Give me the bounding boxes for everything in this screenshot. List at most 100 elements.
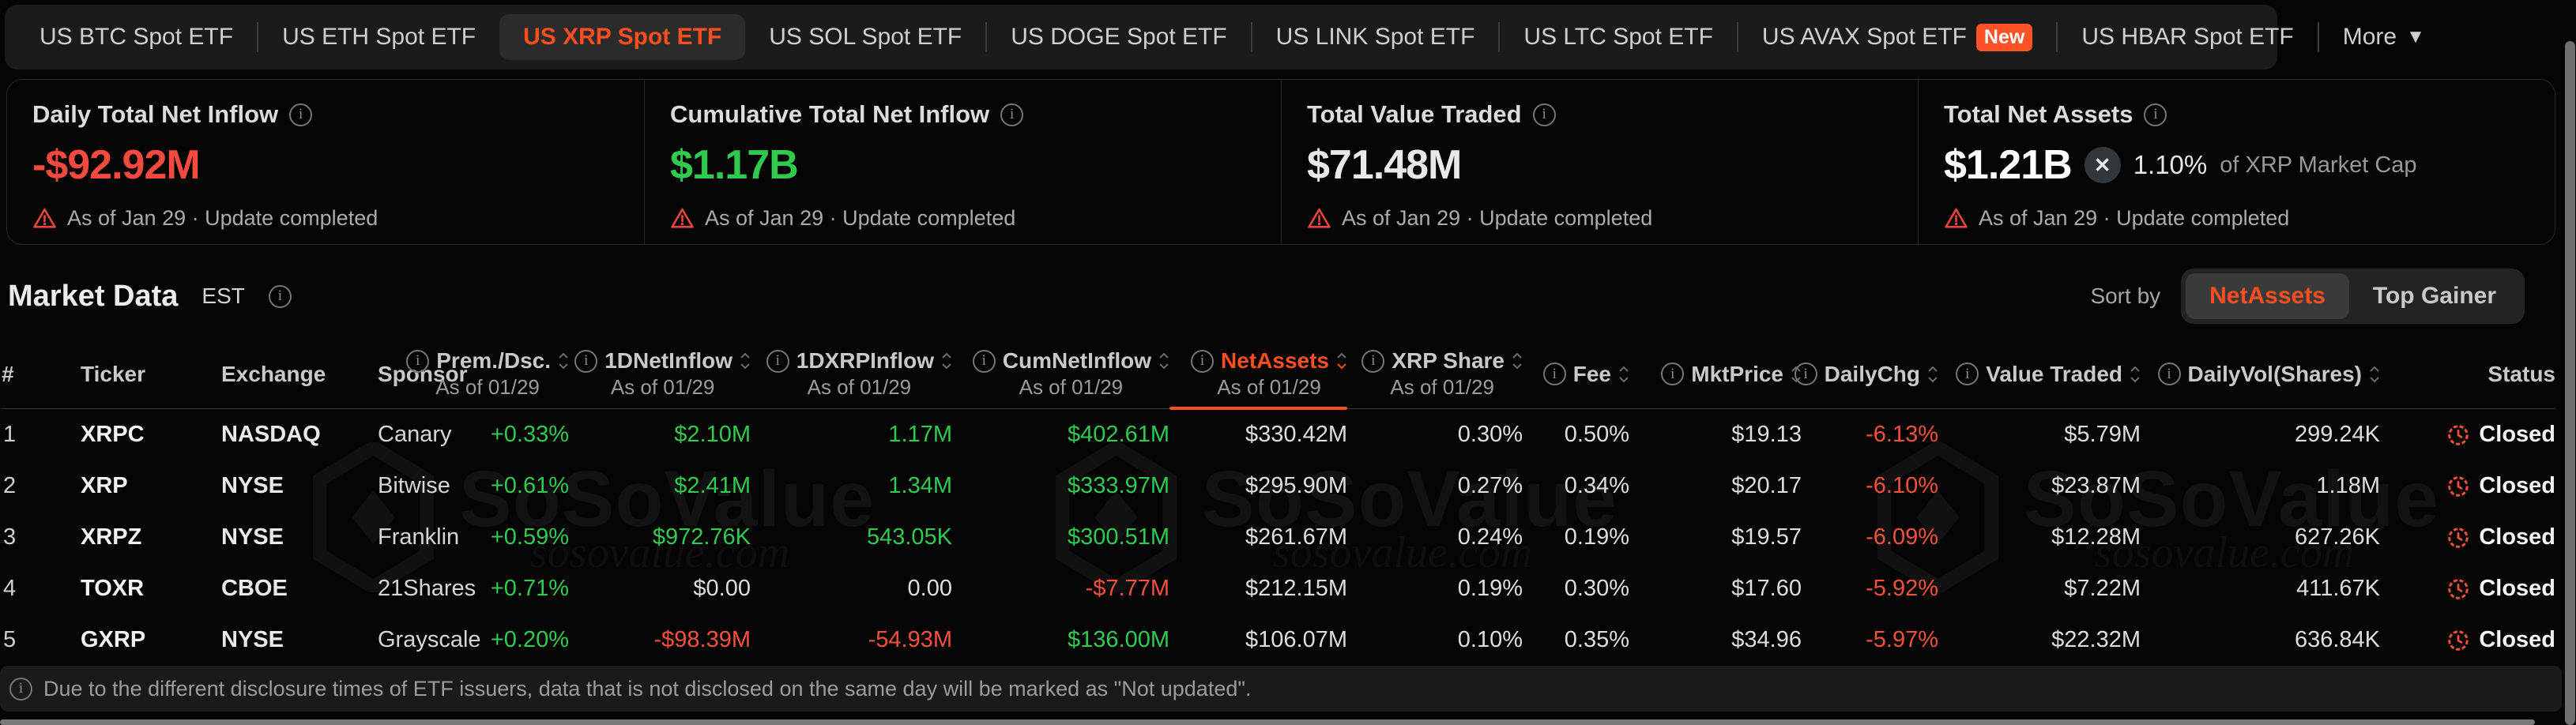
column-header-netassets[interactable]: i NetAssets As of 01/29 — [1169, 348, 1347, 400]
column-header-valuetraded[interactable]: i Value Traded — [1938, 362, 2141, 387]
info-icon[interactable]: i — [1191, 349, 1215, 373]
info-icon[interactable]: i — [1661, 362, 1685, 385]
xrpshare-cell: 0.27% — [1457, 473, 1523, 498]
netassets-cell: $106.07M — [1245, 627, 1347, 652]
row-index: 3 — [3, 524, 17, 550]
column-header-mktprice[interactable]: i MktPrice — [1629, 362, 1802, 387]
info-icon[interactable]: i — [268, 284, 292, 308]
fee-cell: 0.34% — [1564, 473, 1629, 498]
fee-cell: 0.19% — [1564, 524, 1629, 550]
status-cell: Closed — [2380, 422, 2555, 448]
exchange-cell: NYSE — [221, 627, 284, 652]
info-icon[interactable]: i — [1794, 362, 1817, 385]
table-row[interactable]: 4 TOXR CBOE 21Shares +0.71% $0.00 0.00 -… — [2, 563, 2555, 614]
info-icon[interactable]: i — [574, 349, 598, 373]
column-header-1dxrpinflow[interactable]: i 1DXRPInflow As of 01/29 — [751, 348, 952, 400]
sort-chevrons-icon — [1928, 366, 1938, 382]
dailychg-cell: -5.92% — [1866, 576, 1938, 601]
tab-us-doge-spot-etf[interactable]: US DOGE Spot ETF — [987, 14, 1250, 60]
exchange-cell: NYSE — [221, 524, 284, 550]
tab-label: US ETH Spot ETF — [282, 24, 476, 50]
valuetraded-cell: $7.22M — [2064, 576, 2141, 601]
card-title: Total Net Assets — [1944, 100, 2133, 128]
warning-icon — [1945, 208, 1968, 228]
column-header-cumnetinflow[interactable]: i CumNetInflow As of 01/29 — [952, 348, 1169, 400]
fee-cell: 0.30% — [1564, 576, 1629, 601]
column-header-1dnetinflow[interactable]: i 1DNetInflow As of 01/29 — [569, 348, 751, 400]
ticker-cell[interactable]: XRPC — [81, 422, 145, 447]
netassets-cell: $295.90M — [1245, 473, 1347, 498]
card-status-text: As of Jan 29 · Update completed — [67, 206, 378, 230]
tab-us-sol-spot-etf[interactable]: US SOL Spot ETF — [745, 14, 985, 60]
tab-us-xrp-spot-etf[interactable]: US XRP Spot ETF — [499, 14, 746, 60]
cumnetinflow-cell: $333.97M — [1068, 473, 1169, 498]
horizontal-scrollbar[interactable] — [0, 719, 2535, 725]
info-icon[interactable]: i — [1361, 349, 1385, 373]
ticker-cell[interactable]: GXRP — [81, 627, 146, 652]
row-index: 1 — [3, 422, 17, 447]
info-icon[interactable]: i — [1000, 103, 1024, 126]
mktprice-cell: $19.13 — [1731, 422, 1802, 447]
card-status-text: As of Jan 29 · Update completed — [1979, 206, 2290, 230]
tab-us-eth-spot-etf[interactable]: US ETH Spot ETF — [258, 14, 499, 60]
tab-divider — [1736, 22, 1738, 52]
dailyvol-cell: 627.26K — [2294, 524, 2380, 550]
info-icon[interactable]: i — [2144, 103, 2167, 126]
info-icon: i — [9, 677, 32, 701]
ticker-cell[interactable]: XRPZ — [81, 524, 142, 550]
premdsc-cell: +0.59% — [490, 524, 569, 550]
valuetraded-cell: $12.28M — [2051, 524, 2141, 550]
card-status-text: As of Jan 29 · Update completed — [705, 206, 1016, 230]
info-icon[interactable]: i — [1542, 362, 1566, 385]
dailychg-cell: -6.10% — [1866, 473, 1938, 498]
column-header-dailychg[interactable]: i DailyChg — [1794, 362, 1938, 387]
info-icon[interactable]: i — [1532, 103, 1556, 126]
ticker-cell[interactable]: TOXR — [81, 576, 145, 601]
exchange-cell: NASDAQ — [221, 422, 321, 447]
card-daily-total-net-inflow: Daily Total Net Inflow i -$92.92M As of … — [7, 80, 644, 244]
table-row[interactable]: 5 GXRP NYSE Grayscale +0.20% -$98.39M -5… — [2, 614, 2555, 666]
column-header-xrpshare[interactable]: i XRP Share As of 01/29 — [1347, 348, 1523, 400]
tab-divider — [2056, 22, 2058, 52]
info-icon[interactable]: i — [406, 349, 430, 373]
ticker-cell[interactable]: XRP — [81, 473, 128, 498]
sort-option-netassets[interactable]: NetAssets — [2186, 273, 2349, 319]
premdsc-cell: +0.71% — [490, 576, 569, 601]
info-icon[interactable]: i — [289, 103, 313, 126]
column-header-fee[interactable]: i Fee — [1523, 362, 1629, 387]
tab-label: US XRP Spot ETF — [523, 24, 722, 50]
info-icon[interactable]: i — [1956, 362, 1979, 385]
sort-option-top-gainer[interactable]: Top Gainer — [2372, 283, 2496, 309]
table-row[interactable]: 3 XRPZ NYSE Franklin +0.59% $972.76K 543… — [2, 512, 2555, 563]
tab-divider — [1498, 22, 1501, 52]
1dnetinflow-cell: $0.00 — [693, 576, 751, 601]
tab-us-avax-spot-etf[interactable]: US AVAX Spot ETF New — [1738, 14, 2056, 60]
card-total-value-traded: Total Value Traded i $71.48M As of Jan 2… — [1281, 80, 1918, 244]
info-icon[interactable]: i — [972, 349, 996, 373]
1dnetinflow-cell: $972.76K — [652, 524, 751, 550]
tab-us-btc-spot-etf[interactable]: US BTC Spot ETF — [16, 14, 257, 60]
column-header-dailyvol[interactable]: i DailyVol(Shares) — [2141, 362, 2380, 387]
xrp-logo-icon[interactable]: ✕ — [2084, 147, 2121, 183]
tab-us-link-spot-etf[interactable]: US LINK Spot ETF — [1252, 14, 1499, 60]
table-row[interactable]: 2 XRP NYSE Bitwise +0.61% $2.41M 1.34M $… — [2, 460, 2555, 512]
info-icon[interactable]: i — [766, 349, 789, 373]
dailyvol-cell: 1.18M — [2316, 473, 2380, 498]
tab-divider — [2317, 22, 2319, 52]
sort-chevrons-active-desc-icon — [1337, 352, 1346, 370]
info-icon[interactable]: i — [2157, 362, 2181, 385]
tab-label: US LTC Spot ETF — [1523, 24, 1713, 50]
mktprice-cell: $34.96 — [1731, 627, 1802, 652]
vertical-scrollbar[interactable] — [2565, 41, 2575, 725]
tab-label: US HBAR Spot ETF — [2081, 24, 2294, 50]
column-header-index: # — [2, 361, 14, 386]
table-row[interactable]: 1 XRPC NASDAQ Canary +0.33% $2.10M 1.17M… — [2, 409, 2555, 460]
tab-us-hbar-spot-etf[interactable]: US HBAR Spot ETF — [2058, 14, 2317, 60]
dailyvol-cell: 411.67K — [2296, 576, 2380, 601]
tab-us-ltc-spot-etf[interactable]: US LTC Spot ETF — [1500, 14, 1737, 60]
cumnetinflow-cell: $402.61M — [1068, 422, 1169, 447]
tab-more[interactable]: More ▼ — [2319, 14, 2449, 60]
card-value: $1.17B — [670, 142, 799, 188]
premdsc-cell: +0.20% — [490, 627, 569, 652]
column-header-premdsc[interactable]: i Prem./Dsc. As of 01/29 — [406, 348, 569, 400]
